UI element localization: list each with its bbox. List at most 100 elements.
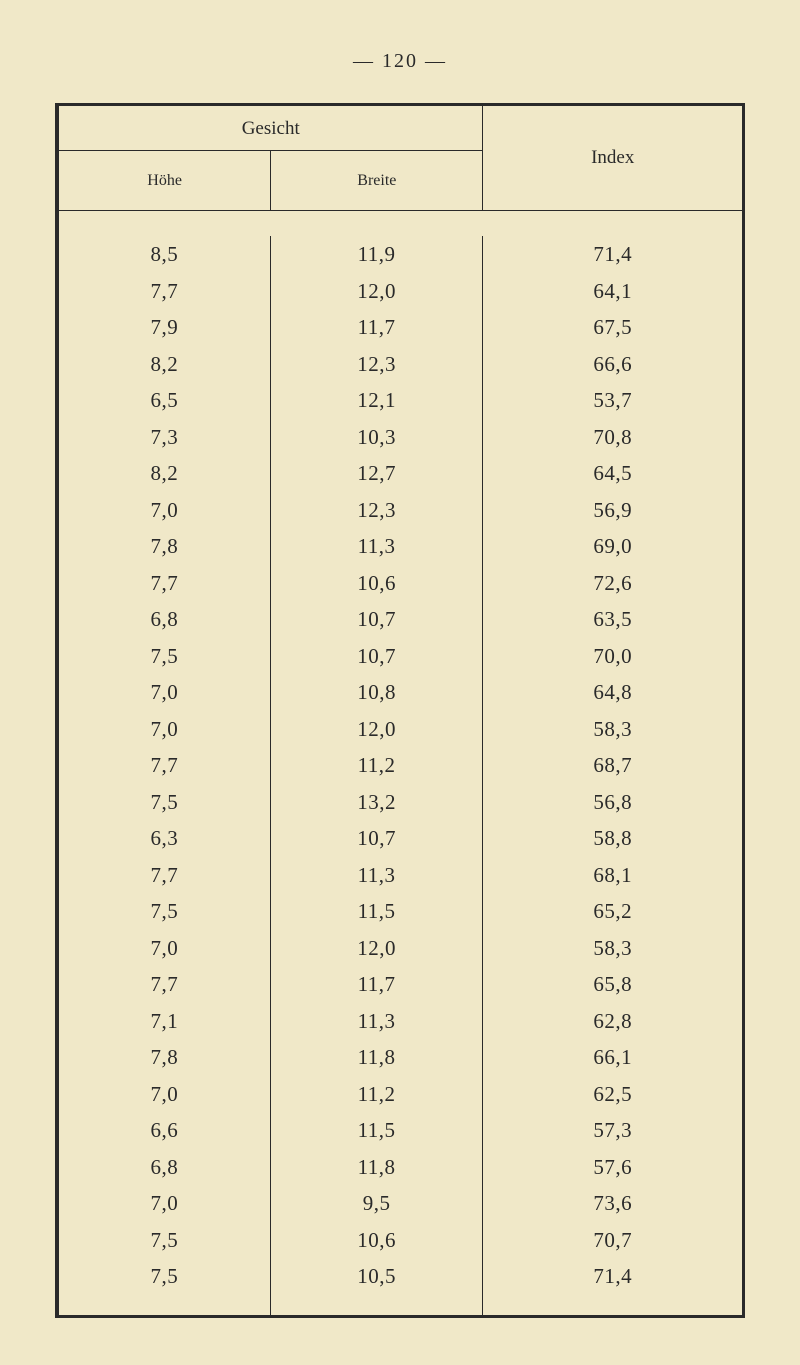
table-cell: 12,0 bbox=[357, 711, 396, 748]
table-cell: 11,2 bbox=[358, 747, 396, 784]
table-cell: 56,9 bbox=[593, 492, 632, 529]
table-cell: 7,0 bbox=[150, 492, 178, 529]
table-cell: 7,7 bbox=[150, 857, 178, 894]
hohe-column: 8,57,77,98,26,57,38,27,07,87,76,87,57,07… bbox=[59, 236, 271, 1315]
table-cell: 66,1 bbox=[593, 1039, 632, 1076]
table-cell: 12,1 bbox=[357, 382, 396, 419]
table-cell: 64,8 bbox=[593, 674, 632, 711]
table-cell: 10,5 bbox=[357, 1258, 396, 1295]
table-cell: 10,7 bbox=[357, 820, 396, 857]
table-cell: 62,5 bbox=[593, 1076, 632, 1113]
table-cell: 71,4 bbox=[593, 1258, 632, 1295]
table-cell: 11,5 bbox=[358, 1112, 396, 1149]
table-cell: 10,6 bbox=[357, 1222, 396, 1259]
table-cell: 6,5 bbox=[150, 382, 178, 419]
table-cell: 64,1 bbox=[593, 273, 632, 310]
table-cell: 10,6 bbox=[357, 565, 396, 602]
table-cell: 58,3 bbox=[593, 711, 632, 748]
table-cell: 13,2 bbox=[357, 784, 396, 821]
data-table: Gesicht Höhe Breite Index 8,57,77,98,26,… bbox=[55, 103, 745, 1318]
table-cell: 11,7 bbox=[358, 309, 396, 346]
table-cell: 8,2 bbox=[150, 346, 178, 383]
table-cell: 7,0 bbox=[150, 930, 178, 967]
table-cell: 70,0 bbox=[593, 638, 632, 675]
table-cell: 6,8 bbox=[150, 601, 178, 638]
table-cell: 7,7 bbox=[150, 966, 178, 1003]
hohe-header: Höhe bbox=[59, 151, 271, 210]
table-cell: 11,8 bbox=[358, 1149, 396, 1186]
table-cell: 6,3 bbox=[150, 820, 178, 857]
table-cell: 10,7 bbox=[357, 638, 396, 675]
table-cell: 7,8 bbox=[150, 528, 178, 565]
table-cell: 62,8 bbox=[593, 1003, 632, 1040]
table-cell: 6,6 bbox=[150, 1112, 178, 1149]
table-cell: 8,5 bbox=[150, 236, 178, 273]
table-cell: 12,0 bbox=[357, 930, 396, 967]
table-cell: 7,1 bbox=[150, 1003, 178, 1040]
table-cell: 70,8 bbox=[593, 419, 632, 456]
table-cell: 57,3 bbox=[593, 1112, 632, 1149]
table-cell: 11,3 bbox=[358, 857, 396, 894]
table-cell: 12,7 bbox=[357, 455, 396, 492]
table-cell: 11,7 bbox=[358, 966, 396, 1003]
table-cell: 56,8 bbox=[593, 784, 632, 821]
table-cell: 58,3 bbox=[593, 930, 632, 967]
page-number: — 120 — bbox=[55, 50, 745, 73]
table-cell: 7,5 bbox=[150, 893, 178, 930]
table-cell: 7,7 bbox=[150, 273, 178, 310]
table-cell: 6,8 bbox=[150, 1149, 178, 1186]
table-cell: 11,3 bbox=[358, 528, 396, 565]
table-cell: 57,6 bbox=[593, 1149, 632, 1186]
breite-header: Breite bbox=[271, 151, 482, 210]
table-cell: 10,8 bbox=[357, 674, 396, 711]
index-header: Index bbox=[482, 106, 742, 210]
table-cell: 73,6 bbox=[593, 1185, 632, 1222]
table-cell: 7,8 bbox=[150, 1039, 178, 1076]
table-cell: 9,5 bbox=[363, 1185, 391, 1222]
table-cell: 7,0 bbox=[150, 1185, 178, 1222]
sub-headers: Höhe Breite bbox=[59, 151, 482, 210]
gesicht-header: Gesicht bbox=[59, 106, 482, 151]
table-cell: 68,1 bbox=[593, 857, 632, 894]
table-cell: 11,2 bbox=[358, 1076, 396, 1113]
table-cell: 12,3 bbox=[357, 346, 396, 383]
table-cell: 7,9 bbox=[150, 309, 178, 346]
breite-column: 11,912,011,712,312,110,312,712,311,310,6… bbox=[271, 236, 483, 1315]
table-cell: 10,7 bbox=[357, 601, 396, 638]
table-cell: 72,6 bbox=[593, 565, 632, 602]
table-cell: 11,9 bbox=[358, 236, 396, 273]
table-cell: 12,3 bbox=[357, 492, 396, 529]
table-cell: 69,0 bbox=[593, 528, 632, 565]
table-cell: 70,7 bbox=[593, 1222, 632, 1259]
table-cell: 12,0 bbox=[357, 273, 396, 310]
table-cell: 65,8 bbox=[593, 966, 632, 1003]
table-cell: 11,5 bbox=[358, 893, 396, 930]
table-cell: 11,3 bbox=[358, 1003, 396, 1040]
table-header: Gesicht Höhe Breite Index bbox=[59, 106, 742, 211]
table-cell: 7,5 bbox=[150, 784, 178, 821]
index-column: 71,464,167,566,653,770,864,556,969,072,6… bbox=[482, 236, 742, 1315]
table-cell: 53,7 bbox=[593, 382, 632, 419]
table-cell: 67,5 bbox=[593, 309, 632, 346]
table-cell: 7,5 bbox=[150, 1222, 178, 1259]
table-cell: 11,8 bbox=[358, 1039, 396, 1076]
table-cell: 7,0 bbox=[150, 674, 178, 711]
table-cell: 66,6 bbox=[593, 346, 632, 383]
table-cell: 7,7 bbox=[150, 747, 178, 784]
table-cell: 7,5 bbox=[150, 1258, 178, 1295]
table-cell: 7,0 bbox=[150, 711, 178, 748]
table-cell: 8,2 bbox=[150, 455, 178, 492]
table-cell: 7,5 bbox=[150, 638, 178, 675]
gesicht-column-group: Gesicht Höhe Breite bbox=[59, 106, 482, 210]
table-cell: 71,4 bbox=[593, 236, 632, 273]
table-body: 8,57,77,98,26,57,38,27,07,87,76,87,57,07… bbox=[59, 211, 742, 1315]
table-cell: 58,8 bbox=[593, 820, 632, 857]
table-cell: 65,2 bbox=[593, 893, 632, 930]
table-cell: 10,3 bbox=[357, 419, 396, 456]
table-cell: 63,5 bbox=[593, 601, 632, 638]
table-cell: 68,7 bbox=[593, 747, 632, 784]
table-cell: 7,0 bbox=[150, 1076, 178, 1113]
table-cell: 7,3 bbox=[150, 419, 178, 456]
table-cell: 64,5 bbox=[593, 455, 632, 492]
table-cell: 7,7 bbox=[150, 565, 178, 602]
